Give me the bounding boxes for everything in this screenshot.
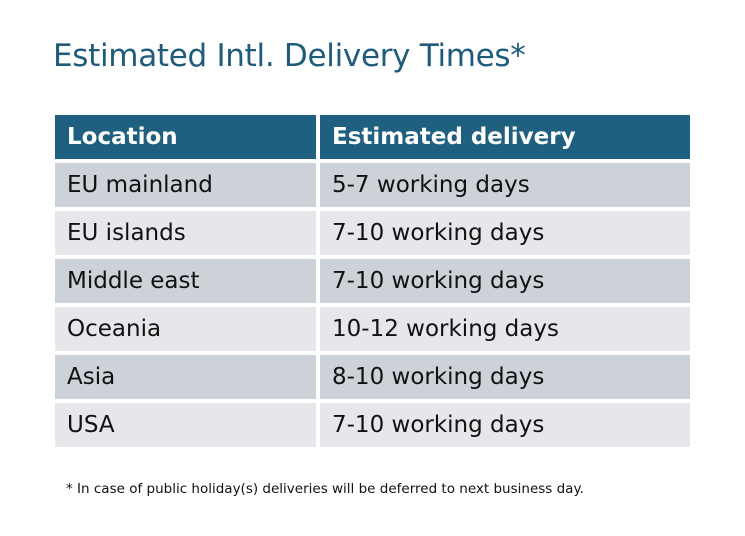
table-row: Oceania 10-12 working days bbox=[55, 307, 690, 351]
delivery-cell: 10-12 working days bbox=[320, 307, 690, 351]
delivery-cell: 7-10 working days bbox=[320, 259, 690, 303]
header-location: Location bbox=[55, 115, 316, 159]
table-header-row: Location Estimated delivery bbox=[55, 115, 690, 159]
header-estimated-delivery: Estimated delivery bbox=[320, 115, 690, 159]
page-title: Estimated Intl. Delivery Times* bbox=[53, 38, 526, 74]
delivery-cell: 7-10 working days bbox=[320, 211, 690, 255]
footnote: * In case of public holiday(s) deliverie… bbox=[66, 481, 584, 497]
location-cell: EU mainland bbox=[55, 163, 316, 207]
location-cell: EU islands bbox=[55, 211, 316, 255]
table-row: Asia 8-10 working days bbox=[55, 355, 690, 399]
table-row: EU mainland 5-7 working days bbox=[55, 163, 690, 207]
table-row: USA 7-10 working days bbox=[55, 403, 690, 447]
location-cell: Oceania bbox=[55, 307, 316, 351]
location-cell: Middle east bbox=[55, 259, 316, 303]
table-row: Middle east 7-10 working days bbox=[55, 259, 690, 303]
location-cell: Asia bbox=[55, 355, 316, 399]
location-cell: USA bbox=[55, 403, 316, 447]
delivery-times-table: Location Estimated delivery EU mainland 5… bbox=[51, 111, 694, 451]
table-row: EU islands 7-10 working days bbox=[55, 211, 690, 255]
delivery-cell: 5-7 working days bbox=[320, 163, 690, 207]
delivery-cell: 7-10 working days bbox=[320, 403, 690, 447]
delivery-cell: 8-10 working days bbox=[320, 355, 690, 399]
